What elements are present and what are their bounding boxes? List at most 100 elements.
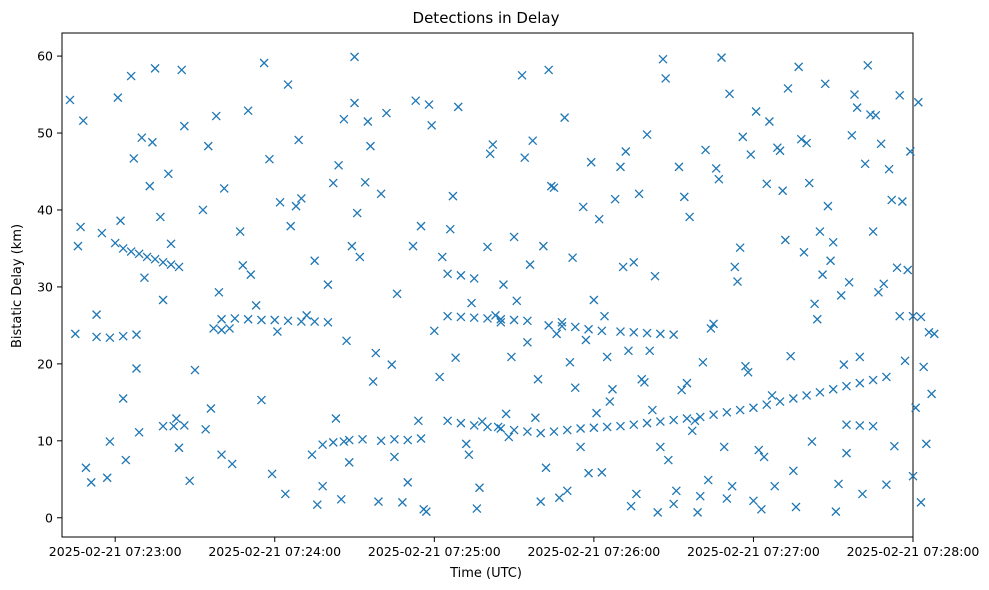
data-point-marker (267, 469, 277, 479)
data-point-marker (671, 486, 681, 496)
data-point-marker (509, 232, 519, 242)
data-point-marker (677, 385, 687, 395)
data-point-marker (852, 103, 862, 113)
data-point-marker (855, 378, 865, 388)
data-point-marker (485, 149, 495, 159)
data-point-marker (344, 435, 354, 445)
data-point-marker (443, 269, 453, 279)
data-point-marker (443, 311, 453, 321)
data-point-marker (427, 120, 437, 130)
data-point-marker (751, 107, 761, 116)
data-point-marker (549, 427, 559, 437)
data-point-marker (227, 459, 237, 469)
data-point-marker (139, 273, 149, 283)
data-point-marker (695, 412, 705, 422)
data-point-marker (586, 157, 596, 167)
data-point-marker (568, 253, 578, 263)
data-point-marker (73, 241, 83, 251)
data-point-marker (581, 335, 591, 345)
data-point-marker (477, 417, 487, 427)
data-point-marker (740, 361, 750, 371)
data-point-marker (363, 117, 373, 126)
data-point-marker (302, 310, 312, 320)
data-point-marker (155, 212, 165, 222)
data-point-marker (642, 130, 652, 140)
data-point-marker (177, 65, 187, 75)
data-point-marker (230, 314, 240, 323)
data-point-marker (76, 222, 86, 232)
data-point-marker (102, 473, 112, 483)
data-point-marker (142, 252, 152, 262)
data-point-marker (374, 497, 383, 507)
data-point-marker (570, 383, 580, 393)
data-point-marker (642, 328, 652, 338)
data-point-marker (105, 333, 115, 343)
x-tick-label: 2025-02-21 07:27:00 (687, 544, 820, 559)
data-point-marker (538, 241, 548, 251)
data-point-marker (296, 193, 306, 203)
data-point-marker (735, 405, 745, 415)
data-point-marker (198, 205, 208, 215)
data-point-marker (530, 413, 540, 423)
data-point-marker (179, 121, 189, 131)
data-point-marker (435, 372, 445, 382)
data-point-marker (709, 319, 719, 329)
data-point-marker (275, 197, 285, 207)
data-point-marker (528, 136, 538, 146)
data-point-marker (137, 133, 147, 143)
data-point-marker (858, 489, 867, 499)
x-axis: 2025-02-21 07:23:00 2025-02-21 07:24:00 20… (49, 537, 979, 559)
data-point-marker (541, 463, 551, 473)
data-point-marker (190, 365, 200, 375)
data-point-marker (695, 491, 705, 501)
data-point-marker (815, 227, 825, 236)
data-point-marker (368, 377, 378, 387)
data-point-marker (663, 455, 673, 465)
data-point-marker (259, 58, 269, 68)
x-tick-label: 2025-02-21 07:26:00 (527, 544, 660, 559)
data-point-marker (491, 310, 500, 320)
data-point-marker (911, 403, 921, 413)
data-point-marker (496, 424, 506, 433)
data-point-marker (674, 162, 684, 172)
data-point-marker (451, 353, 461, 363)
data-point-marker (589, 423, 599, 433)
y-axis-label: Bistatic Delay (km) (10, 224, 25, 348)
data-point-marker (509, 425, 519, 435)
data-point-marker (416, 434, 426, 443)
data-point-marker (376, 189, 386, 199)
data-point-marker (592, 408, 601, 418)
data-point-marker (339, 114, 349, 124)
data-point-marker (863, 60, 873, 70)
data-point-marker (219, 183, 229, 193)
data-point-marker (350, 52, 359, 62)
data-point-marker (506, 352, 516, 362)
data-point-marker (921, 439, 931, 449)
data-point-marker (416, 221, 426, 231)
data-point-marker (629, 327, 639, 337)
data-point-marker (876, 139, 886, 149)
data-point-marker (280, 489, 290, 499)
data-point-marker (145, 181, 155, 191)
data-point-marker (810, 299, 820, 309)
data-point-marker (881, 372, 891, 382)
data-point-marker (270, 315, 280, 325)
data-point-marker (174, 443, 184, 453)
data-point-marker (214, 287, 224, 297)
data-point-marker (97, 228, 107, 238)
data-point-marker (483, 314, 492, 323)
data-point-marker (126, 71, 136, 81)
data-point-marker (889, 441, 899, 451)
data-point-marker (158, 257, 168, 267)
data-point-marker (794, 62, 804, 72)
data-point-marker (310, 256, 320, 266)
data-point-marker (562, 486, 572, 496)
data-point-marker (873, 287, 883, 297)
data-point-marker (158, 421, 168, 431)
data-point-marker (881, 480, 891, 490)
data-point-marker (344, 457, 354, 467)
data-point-marker (783, 83, 793, 93)
data-point-marker (616, 421, 625, 431)
data-point-marker (421, 507, 431, 517)
data-point-marker (576, 424, 586, 433)
